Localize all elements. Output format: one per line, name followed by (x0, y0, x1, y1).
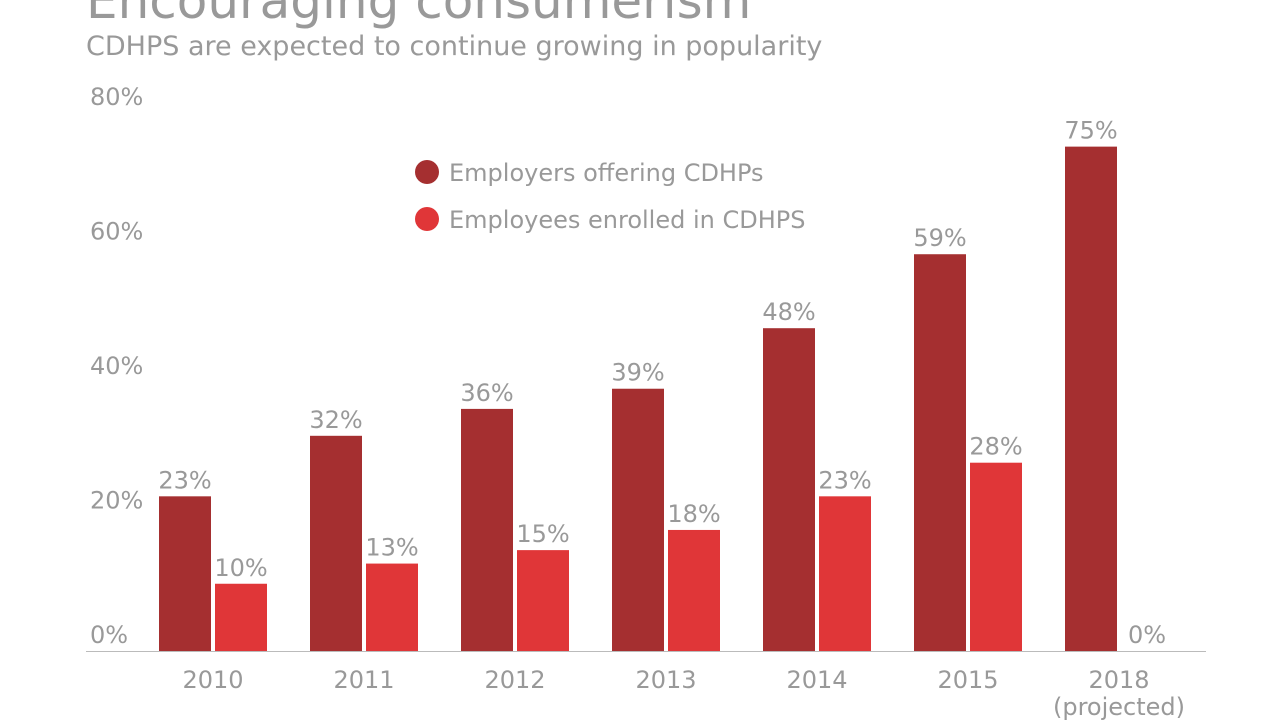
data-label: 28% (969, 433, 1022, 461)
y-axis: 0% 20% 40% 60% 80% (90, 83, 143, 649)
bar-employees-2011 (366, 563, 418, 651)
legend-marker (415, 207, 439, 231)
bar-employees-2010 (215, 583, 267, 651)
y-tick-label: 0% (90, 621, 128, 649)
bar-employers-2012 (461, 408, 513, 651)
bar-employers-2014 (763, 328, 815, 651)
legend: Employers offering CDHPs Employees enroll… (415, 159, 805, 234)
data-label: 13% (365, 534, 418, 562)
x-axis: 2010 2011 2012 2013 2014 2015 2018(projected) (86, 651, 1206, 721)
x-tick-label: 2015 (937, 666, 998, 694)
bar-employers-2010 (159, 496, 211, 651)
legend-label: Employers offering CDHPs (449, 159, 764, 187)
data-label: 59% (913, 224, 966, 252)
bar-employees-2015 (970, 462, 1022, 651)
data-label: 23% (818, 466, 871, 494)
data-label: 32% (309, 406, 362, 434)
bars: 23% 10% 32% 13% 36% 15% 39% 18% 48% 23% 59% 28% 75% 0… (158, 117, 1166, 651)
x-tick-sublabel: (projected) (1053, 693, 1185, 720)
data-label: 10% (214, 554, 267, 582)
y-tick-label: 80% (90, 83, 143, 111)
data-label: 48% (762, 298, 815, 326)
data-label: 0% (1128, 621, 1166, 649)
data-label: 75% (1064, 117, 1117, 145)
y-tick-label: 20% (90, 487, 143, 515)
x-tick-label: 2010 (182, 666, 243, 694)
data-label: 39% (611, 359, 664, 387)
x-tick-label: 2014 (786, 666, 847, 694)
x-tick-label: 2011 (333, 666, 394, 694)
bar-employers-2018 (1065, 146, 1117, 651)
bar-employees-2013 (668, 529, 720, 651)
legend-label: Employees enrolled in CDHPS (449, 206, 805, 234)
data-label: 15% (516, 520, 569, 548)
chart-title: Encouraging consumerism (86, 0, 751, 30)
y-tick-label: 40% (90, 352, 143, 380)
chart-subtitle: CDHPS are expected to continue growing i… (86, 31, 822, 62)
legend-marker (415, 160, 439, 184)
data-label: 18% (667, 500, 720, 528)
bar-employees-2012 (517, 550, 569, 651)
bar-employers-2011 (310, 435, 362, 651)
bar-employees-2014 (819, 496, 871, 651)
bar-employers-2013 (612, 388, 664, 651)
x-tick-label: 2012 (484, 666, 545, 694)
data-label: 23% (158, 466, 211, 494)
bar-employers-2015 (914, 254, 966, 651)
x-tick-label: 2018 (1088, 666, 1149, 694)
y-tick-label: 60% (90, 218, 143, 246)
data-label: 36% (460, 379, 513, 407)
x-tick-label: 2013 (635, 666, 696, 694)
